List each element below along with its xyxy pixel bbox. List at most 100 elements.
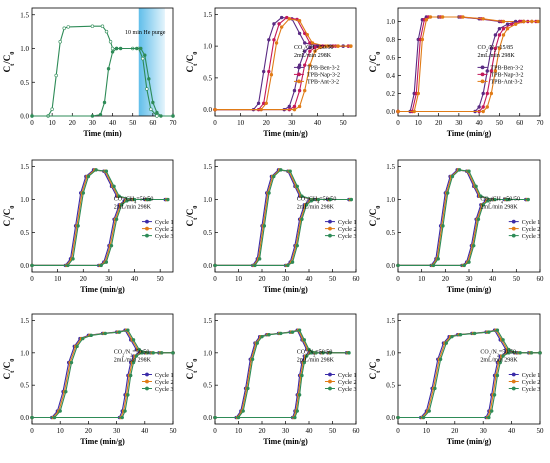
- data-point: [267, 191, 271, 195]
- data-point: [487, 330, 491, 334]
- y-tick-label: 0.0: [20, 414, 29, 422]
- data-point: [171, 114, 175, 118]
- x-tick-label: 20: [259, 427, 267, 435]
- data-point: [250, 357, 255, 361]
- data-point: [326, 44, 330, 48]
- y-tick-label: 0.5: [386, 382, 395, 390]
- series-line-1: [32, 25, 173, 117]
- legend-label: Cycle 2: [155, 380, 174, 386]
- series-line-1: [32, 329, 173, 419]
- legend-label: Cycle 2: [338, 227, 357, 233]
- series-line-2: [215, 16, 349, 111]
- legend-label: Cycle 3: [155, 387, 174, 393]
- legend-marker: [145, 379, 149, 384]
- y-tick-label: 1.5: [203, 11, 212, 19]
- data-point: [493, 69, 498, 73]
- data-point: [75, 344, 79, 349]
- data-point: [129, 373, 133, 378]
- legend-label: Cycle 2: [522, 380, 541, 386]
- annotation-text: 2mL/min 298K: [297, 358, 335, 364]
- data-point: [135, 46, 139, 51]
- x-axis-label: Time (min/g): [263, 129, 308, 138]
- y-tick-label: 1.5: [203, 317, 212, 325]
- chart-panel-b: 0 10 20 30 40 50 0.0 0.5 1.0 1.5 Time (min/g) Ct/C0…: [185, 7, 357, 138]
- y-tick-label: 1.5: [386, 163, 395, 171]
- data-point: [257, 257, 262, 261]
- data-point: [117, 330, 122, 334]
- legend-marker: [511, 233, 516, 238]
- legend-label: Cycle 3: [522, 234, 541, 240]
- x-tick-label: 20: [435, 119, 443, 127]
- data-point: [145, 87, 149, 91]
- x-tick-label: 0: [396, 427, 400, 435]
- legend-label: TPB-Ant-3-2: [307, 80, 339, 86]
- x-tick-label: 50: [129, 119, 137, 127]
- data-point: [104, 29, 109, 34]
- series-line-2: [32, 169, 167, 266]
- data-point: [530, 19, 534, 24]
- y-tick-label: 0.6: [386, 54, 395, 62]
- data-point: [71, 257, 75, 261]
- data-point: [100, 24, 105, 28]
- data-point: [260, 334, 264, 339]
- x-tick-label: 60: [353, 427, 361, 435]
- data-point: [305, 32, 309, 37]
- x-axis-label: Time (min): [83, 129, 122, 138]
- x-tick-label: 70: [537, 119, 545, 127]
- plot-frame: [214, 159, 357, 273]
- data-point: [292, 104, 297, 109]
- y-axis-label: Ct/C0: [2, 52, 16, 73]
- data-point: [292, 107, 297, 112]
- data-point: [139, 46, 143, 51]
- legend-label: Cycle 1: [155, 373, 174, 379]
- data-point: [427, 409, 431, 413]
- y-tick-label: 0.5: [386, 229, 395, 237]
- legend-marker: [145, 386, 149, 391]
- data-point: [396, 415, 400, 420]
- data-point: [295, 409, 299, 413]
- data-point: [272, 38, 276, 42]
- y-tick-label: 1.0: [386, 18, 395, 26]
- legend-label: TPB-Nap-3-2: [491, 73, 524, 79]
- x-tick-label: 70: [170, 119, 178, 127]
- y-tick-label: 0.8: [386, 36, 395, 44]
- data-point: [303, 88, 307, 93]
- chart-panel-f: 0 10 20 30 40 50 60 0.0 0.5 1.0 1.5 Time (min/g) Ct/…: [368, 159, 544, 294]
- data-point: [143, 53, 147, 57]
- data-point: [285, 15, 289, 20]
- series-line-2: [215, 329, 348, 419]
- data-point: [308, 49, 312, 53]
- data-point: [490, 409, 494, 413]
- legend-label: Cycle 2: [155, 227, 174, 233]
- data-point: [450, 174, 455, 179]
- data-point: [396, 109, 400, 114]
- annotation-text: 2mL/min 298K: [297, 204, 335, 210]
- data-point: [120, 415, 124, 420]
- annotation-text: CO2/CH4=50/50: [294, 45, 334, 53]
- data-point: [458, 333, 463, 337]
- legend-marker: [328, 386, 332, 391]
- y-tick-label: 0.0: [203, 262, 212, 270]
- series-line-2: [398, 169, 527, 266]
- purge-shaded-region: [138, 8, 165, 116]
- data-point: [262, 69, 266, 74]
- annotation-text: 2mL/min 298K: [480, 204, 518, 210]
- series-line-3: [32, 169, 168, 266]
- data-point: [213, 263, 217, 268]
- series-line-1: [215, 16, 344, 111]
- data-point: [297, 88, 302, 93]
- data-point: [118, 46, 123, 51]
- x-tick-label: 0: [213, 275, 217, 283]
- data-point: [467, 169, 471, 173]
- data-point: [501, 27, 506, 31]
- data-point: [428, 15, 433, 19]
- data-point: [485, 69, 489, 73]
- data-point: [125, 199, 129, 203]
- data-point: [489, 69, 494, 73]
- series-line-6: [398, 352, 540, 419]
- x-tick-label: 0: [396, 275, 400, 283]
- series-line-1: [32, 169, 166, 266]
- plot-frame: [214, 7, 357, 117]
- y-tick-label: 1.0: [203, 43, 212, 51]
- data-point: [304, 203, 309, 207]
